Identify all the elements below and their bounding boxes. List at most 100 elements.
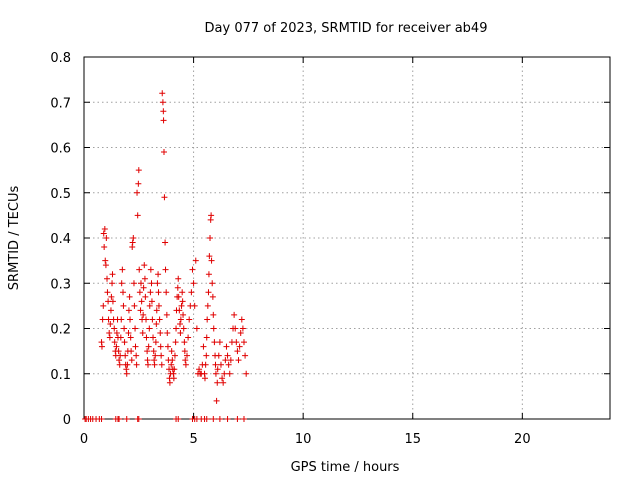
data-point (190, 280, 197, 287)
data-point (237, 330, 244, 337)
data-point (145, 343, 152, 350)
data-point (123, 416, 130, 422)
data-point (101, 225, 108, 232)
data-point (104, 275, 111, 282)
data-point (223, 343, 230, 350)
data-point (206, 253, 213, 260)
data-point (161, 194, 168, 201)
data-point (144, 361, 151, 368)
data-point (138, 298, 145, 305)
y-tick-label: 0.5 (50, 187, 71, 202)
data-point (160, 149, 167, 156)
data-point (117, 352, 124, 359)
data-point (233, 339, 240, 346)
data-point (175, 416, 182, 422)
data-point (123, 370, 130, 377)
data-point (169, 357, 176, 364)
data-point (129, 239, 136, 246)
data-point (152, 352, 159, 359)
data-point (154, 280, 161, 287)
data-point (101, 244, 108, 251)
data-point (127, 334, 134, 341)
data-point (148, 280, 155, 287)
data-point (102, 257, 109, 264)
data-point (130, 280, 137, 287)
data-point (179, 289, 186, 296)
data-point (107, 320, 114, 327)
data-point (102, 262, 109, 269)
data-point (210, 325, 217, 332)
data-point (221, 370, 228, 377)
data-point (135, 167, 142, 174)
data-point (109, 271, 116, 278)
data-point (177, 316, 184, 323)
y-axis-label: SRMTID / TECUs (7, 186, 22, 291)
data-point (181, 339, 188, 346)
data-point (166, 379, 173, 386)
data-point (105, 316, 112, 323)
data-point (133, 361, 140, 368)
data-point (224, 416, 231, 422)
data-point (182, 361, 189, 368)
data-point (212, 370, 219, 377)
x-axis: 0 5 10 15 20 (80, 57, 531, 447)
data-point (209, 280, 216, 287)
data-point (106, 334, 113, 341)
data-point (220, 379, 227, 386)
data-point (181, 348, 188, 355)
data-point (120, 302, 127, 309)
data-point (171, 366, 178, 373)
data-point (144, 348, 151, 355)
data-point (216, 339, 223, 346)
data-point (164, 343, 171, 350)
data-point (128, 348, 135, 355)
data-point (210, 416, 217, 422)
data-point (109, 298, 116, 305)
data-point (143, 316, 150, 323)
data-point (163, 289, 170, 296)
data-point (146, 302, 153, 309)
data-point (242, 352, 249, 359)
data-point (111, 339, 118, 346)
y-axis: 0 0.1 0.2 0.3 0.4 0.5 0.6 0.7 0.8 (50, 51, 610, 428)
data-point (176, 307, 183, 314)
data-point (113, 330, 120, 337)
data-point (137, 307, 144, 314)
data-point (157, 343, 164, 350)
data-point (212, 361, 219, 368)
data-point (203, 416, 210, 422)
data-point (158, 352, 165, 359)
data-point (239, 325, 246, 332)
x-tick-label: 15 (404, 432, 421, 447)
y-tick-label: 0.4 (50, 232, 71, 247)
data-point (185, 334, 192, 341)
data-point (180, 325, 187, 332)
data-point (153, 320, 160, 327)
y-tick-label: 0 (63, 413, 71, 428)
data-point (175, 275, 182, 282)
data-point (208, 212, 215, 219)
data-point (155, 289, 162, 296)
data-point (205, 271, 212, 278)
data-point (117, 334, 124, 341)
data-point (132, 343, 139, 350)
data-point (116, 361, 123, 368)
data-point (100, 230, 107, 237)
data-point (226, 370, 233, 377)
x-tick-label: 10 (295, 432, 312, 447)
data-point (150, 348, 157, 355)
data-point (235, 357, 242, 364)
data-point (124, 361, 131, 368)
data-point (140, 311, 147, 318)
data-point (184, 352, 191, 359)
data-point (216, 416, 223, 422)
data-point (134, 189, 141, 196)
data-point (214, 366, 221, 373)
data-point (131, 302, 138, 309)
data-point (208, 257, 215, 264)
data-point (203, 352, 210, 359)
data-point (147, 266, 154, 273)
data-point (160, 108, 167, 115)
data-point (128, 357, 135, 364)
